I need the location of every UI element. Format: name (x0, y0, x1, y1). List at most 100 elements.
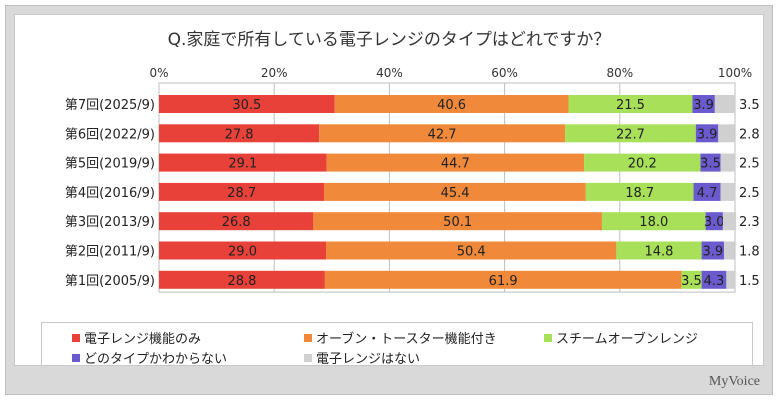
bar-segment (159, 124, 320, 143)
bar-segment (681, 270, 702, 289)
data-label: 4.7 (697, 186, 718, 201)
x-tick-label: 100% (718, 66, 752, 80)
y-category-label: 第2回(2011/9) (65, 245, 155, 260)
legend-label: 電子レンジはない (316, 352, 421, 367)
chart-title: Q.家庭で所有している電子レンジのタイプはどれですか？ (167, 30, 611, 50)
data-label: 4.3 (704, 274, 725, 289)
bar-segment (159, 95, 335, 113)
data-label: 20.2 (628, 157, 657, 172)
legend: 電子レンジ機能のみ オーブン・トースター機能付き スチームオーブンレンジどのタイプか… (41, 322, 753, 367)
bar-segment (705, 212, 723, 231)
x-tick-label: 80% (606, 66, 633, 80)
bar-segment (313, 212, 602, 231)
bar-segment (720, 153, 735, 172)
legend-swatch (304, 353, 312, 362)
bar-segment (692, 95, 715, 113)
data-label: 3.9 (693, 98, 714, 113)
bar-segment (159, 270, 325, 289)
data-label: 2.5 (739, 186, 760, 201)
data-label: 61.9 (489, 274, 518, 289)
chart-frame: 0% 20% 40% 60% 80% 100% 第7回(2025/9) 30.5 40.6 21.… (5, 5, 773, 395)
bar-segment (585, 182, 694, 201)
legend-label: オーブン・トースター機能付き (316, 332, 497, 347)
bar-segment (722, 212, 737, 231)
bar-segment (568, 95, 693, 113)
y-category-label: 第5回(2019/9) (65, 157, 155, 172)
data-label: 26.8 (222, 215, 251, 230)
data-label: 42.7 (428, 127, 457, 142)
data-label: 3.0 (704, 215, 725, 230)
data-label: 18.7 (625, 186, 654, 201)
legend-item: オーブン・トースター機能付き (304, 328, 497, 347)
data-label: 50.1 (443, 215, 472, 230)
bar-segment (616, 241, 702, 260)
x-tick-label: 40% (376, 66, 403, 80)
legend-label: 電子レンジ機能のみ (84, 332, 202, 347)
bar-segment (159, 241, 327, 260)
data-label: 29.1 (228, 157, 257, 172)
data-label: 40.6 (437, 98, 466, 113)
bar-segment (693, 182, 721, 201)
y-category-label: 第1回(2005/9) (65, 274, 155, 289)
data-label: 22.7 (616, 127, 645, 142)
y-category-label: 第6回(2022/9) (65, 127, 155, 142)
legend-item: どのタイプかわからない (72, 348, 227, 367)
legend-item: 電子レンジ機能のみ (72, 328, 201, 347)
legend-item: スチームオーブンレンジ (544, 328, 698, 347)
chart-panel: 0% 20% 40% 60% 80% 100% 第7回(2025/9) 30.5 40.6 21.… (14, 14, 764, 367)
bar-segment (159, 153, 327, 172)
bar-segment (326, 241, 617, 260)
data-label: 2.3 (739, 215, 760, 230)
data-label: 1.8 (739, 245, 760, 260)
bar-segment (319, 124, 566, 143)
bar-segment (324, 270, 682, 289)
bar-segment (714, 95, 735, 113)
bar-segment (700, 153, 721, 172)
data-label: 2.8 (739, 127, 760, 142)
bar-segment (584, 153, 701, 172)
bar-segment (159, 182, 325, 201)
x-tick-label: 0% (149, 66, 168, 80)
data-label: 28.8 (227, 274, 256, 289)
data-label: 3.5 (739, 98, 760, 113)
data-label: 21.5 (616, 98, 645, 113)
data-label: 50.4 (457, 245, 486, 260)
bar-segment (601, 212, 706, 231)
data-label: 30.5 (232, 98, 261, 113)
x-tick-label: 20% (261, 66, 288, 80)
bar-segment (720, 182, 735, 201)
bar-segment (695, 124, 719, 143)
data-label: 29.0 (228, 245, 257, 260)
bar-segment (701, 241, 725, 260)
data-label: 27.8 (225, 127, 254, 142)
bar-segment (326, 153, 585, 172)
data-label: 3.9 (702, 245, 723, 260)
bar-segment (726, 270, 735, 289)
data-label: 3.9 (697, 127, 718, 142)
bar-segment (565, 124, 696, 143)
data-label: 3.5 (700, 157, 721, 172)
bar-segment (159, 212, 314, 231)
data-label: 14.8 (644, 245, 673, 260)
legend-swatch (544, 333, 552, 342)
data-label: 45.4 (441, 186, 470, 201)
legend-label: どのタイプかわからない (84, 352, 228, 367)
x-tick-label: 60% (491, 66, 518, 80)
legend-item: 電子レンジはない (304, 348, 420, 367)
data-label: 1.5 (739, 274, 760, 289)
y-category-label: 第3回(2013/9) (65, 215, 155, 230)
bar-segment (334, 95, 569, 113)
data-label: 3.5 (681, 274, 702, 289)
y-category-label: 第4回(2016/9) (65, 186, 155, 201)
y-category-label: 第7回(2025/9) (65, 98, 155, 113)
data-label: 44.7 (441, 157, 470, 172)
data-label: 18.0 (639, 215, 668, 230)
legend-label: スチームオーブンレンジ (556, 332, 698, 347)
bar-segment (324, 182, 586, 201)
bar-segment (724, 241, 735, 260)
data-label: 2.5 (739, 157, 760, 172)
myvoice-logo: MyVoice (708, 374, 760, 389)
legend-swatch (72, 353, 80, 362)
chart-plot: 0% 20% 40% 60% 80% 100% 第7回(2025/9) 30.5 40.6 21.… (65, 66, 760, 293)
legend-swatch (72, 333, 80, 342)
